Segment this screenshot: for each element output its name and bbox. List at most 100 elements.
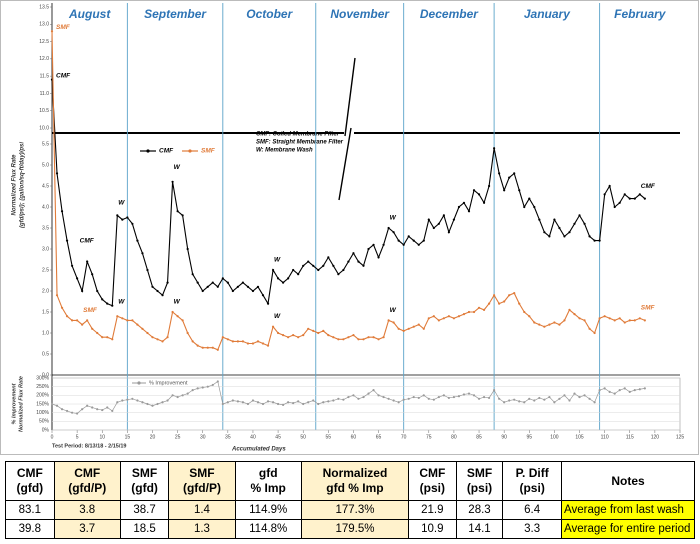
table-cell: Average for entire period (561, 519, 695, 539)
data-point (633, 389, 636, 392)
data-point (156, 338, 159, 341)
data-point (442, 317, 445, 320)
data-point (518, 189, 521, 192)
data-point (432, 315, 435, 318)
header-cell: SMF (psi) (455, 461, 504, 501)
annotation: W (118, 298, 125, 305)
data-point (186, 331, 189, 335)
definition: SMF: Straight Membrane Filter (256, 140, 344, 146)
data-point (86, 260, 89, 263)
data-point (266, 400, 270, 403)
x-tick-label: 5 (76, 434, 79, 440)
data-point (593, 401, 596, 404)
data-point (513, 292, 516, 295)
data-point (563, 394, 566, 397)
data-point (166, 281, 169, 284)
data-point (322, 329, 325, 332)
data-point (65, 409, 69, 413)
header-cell: SMF (gfd/P) (168, 461, 236, 501)
data-point (292, 402, 295, 405)
data-point (156, 289, 159, 293)
y-tick-label: 250% (36, 384, 49, 390)
data-point (382, 243, 385, 246)
table-cell: 14.1 (455, 519, 504, 539)
data-point (493, 294, 496, 297)
data-point (392, 321, 395, 324)
data-point (191, 340, 194, 343)
data-point (528, 197, 531, 200)
data-point (146, 331, 149, 335)
data-point (447, 231, 450, 234)
data-point (171, 180, 174, 183)
data-point (101, 298, 104, 301)
data-point (538, 218, 541, 221)
data-point (417, 396, 420, 400)
data-point (628, 390, 631, 393)
x-tick-label: 105 (575, 434, 584, 440)
data-point (508, 294, 511, 297)
data-point (417, 243, 420, 246)
data-point (236, 340, 239, 343)
data-point (91, 327, 94, 330)
data-point (628, 197, 631, 200)
month-label: September (144, 7, 207, 21)
x-tick-label: 25 (175, 434, 181, 440)
data-point (236, 285, 239, 288)
data-point (482, 201, 486, 204)
data-point (362, 338, 365, 341)
data-point (352, 394, 355, 397)
data-point (327, 334, 330, 337)
data-point (367, 336, 370, 339)
data-point (342, 398, 345, 401)
data-point (287, 336, 290, 339)
data-point (312, 264, 315, 267)
data-point (412, 395, 415, 399)
x-tick-label: 10 (99, 434, 105, 440)
data-point (407, 235, 410, 238)
data-point (251, 399, 255, 402)
month-label: November (330, 7, 390, 21)
header-text: (psi) (419, 481, 446, 495)
data-point (623, 387, 626, 390)
data-point (317, 331, 320, 335)
data-point (307, 401, 310, 404)
data-point (503, 189, 506, 192)
y-tick-label: 3.0 (42, 246, 49, 252)
data-point (111, 409, 114, 413)
table-cell: 39.8 (5, 519, 55, 539)
table-cell: 179.5% (300, 519, 410, 539)
data-point (251, 342, 255, 345)
header-cell: CMF (psi) (408, 461, 457, 501)
data-point (201, 346, 204, 349)
data-point (437, 222, 440, 225)
data-point (166, 336, 169, 339)
data-point (76, 412, 79, 415)
data-point (196, 387, 199, 390)
data-point (553, 218, 556, 221)
data-point (111, 304, 114, 307)
data-point (643, 319, 646, 322)
data-point (121, 218, 124, 221)
data-point (96, 331, 99, 335)
data-point (302, 264, 305, 267)
data-point (382, 336, 385, 339)
data-point (121, 317, 124, 320)
data-point (241, 401, 245, 404)
y-tick-label: 10.0 (39, 125, 49, 131)
header-text: (gfd/P) (68, 481, 107, 495)
data-point (638, 388, 641, 391)
data-point (327, 400, 330, 403)
data-point (297, 336, 300, 339)
table-cell: 10.9 (408, 519, 457, 539)
data-point (166, 399, 169, 402)
data-point (422, 327, 425, 330)
x-tick-label: 100 (550, 434, 559, 440)
data-point (276, 402, 280, 406)
data-point (181, 214, 184, 217)
header-text: P. Diff (515, 466, 549, 480)
data-point (573, 392, 576, 395)
data-point (402, 398, 405, 401)
data-point (106, 406, 109, 409)
table-cell: 177.3% (300, 500, 410, 520)
data-point (412, 325, 415, 328)
